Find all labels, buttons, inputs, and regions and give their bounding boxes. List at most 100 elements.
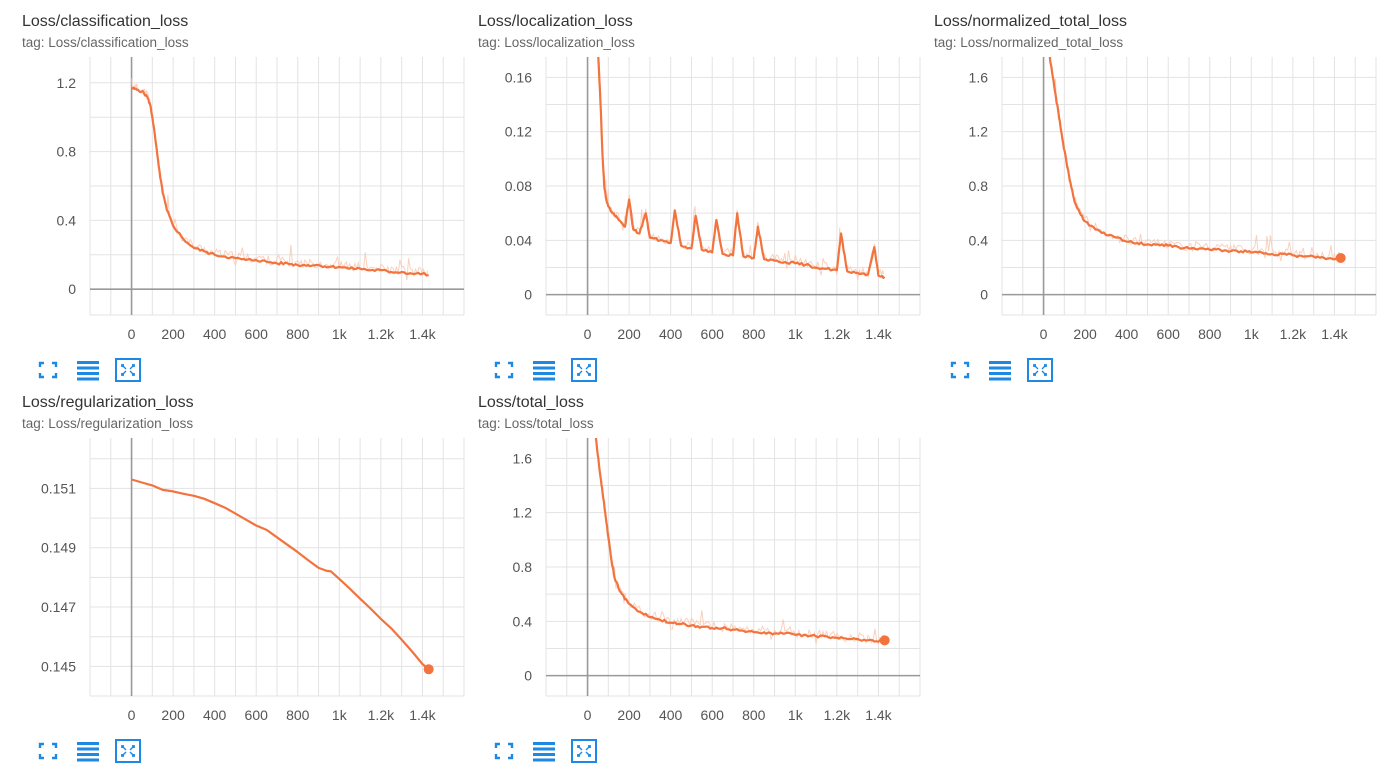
expand-icon[interactable] [946,357,974,383]
y-tick-label: 1.6 [513,450,533,466]
end-marker [424,664,434,674]
y-tick-label: 0.8 [513,559,533,575]
x-tick-label: 1k [788,707,804,723]
x-tick-label: 600 [1157,326,1181,342]
x-tick-label: 1.2k [368,326,395,342]
y-tick-label: 0.4 [513,613,533,629]
x-tick-label: 400 [203,707,227,723]
chart-card-normalized-total-loss: Loss/normalized_total_loss tag: Loss/nor… [934,13,1384,393]
chart-tag: tag: Loss/classification_loss [22,35,189,50]
x-tick-label: 400 [203,326,227,342]
fit-glyph [1026,357,1054,383]
list-glyph [986,357,1014,383]
raw-series-line [1050,50,1340,262]
fit-domain-icon[interactable] [1026,357,1054,383]
x-tick-label: 1.4k [409,707,436,723]
chart-title: Loss/regularization_loss [22,394,194,412]
y-tick-label: 0.147 [41,599,76,615]
list-glyph [74,357,102,383]
x-tick-label: 200 [1073,326,1097,342]
x-tick-label: 1.2k [824,707,851,723]
x-tick-label: 1.4k [865,707,892,723]
y-tick-label: 0.4 [57,212,77,228]
x-tick-label: 0 [1040,326,1048,342]
fit-domain-icon[interactable] [114,738,142,764]
fit-glyph [114,738,142,764]
list-icon[interactable] [74,357,102,383]
x-tick-label: 400 [659,326,683,342]
chart-title: Loss/classification_loss [22,13,188,31]
x-tick-label: 0 [584,707,592,723]
y-tick-label: 0.12 [505,124,532,140]
x-tick-label: 1.2k [368,707,395,723]
x-tick-label: 0 [128,707,136,723]
expand-glyph [34,738,62,764]
chart-tag: tag: Loss/total_loss [478,416,594,431]
x-tick-label: 800 [1198,326,1222,342]
list-icon[interactable] [986,357,1014,383]
chart-tag: tag: Loss/regularization_loss [22,416,193,431]
x-tick-label: 800 [742,707,766,723]
x-tick-label: 200 [161,326,185,342]
y-tick-label: 0 [524,668,532,684]
x-tick-label: 0 [584,326,592,342]
x-tick-label: 1k [788,326,804,342]
grid [1002,57,1376,315]
x-tick-label: 600 [245,707,269,723]
chart-title: Loss/normalized_total_loss [934,13,1127,31]
y-tick-label: 1.6 [969,69,989,85]
list-icon[interactable] [530,738,558,764]
series-line [132,88,429,276]
list-icon[interactable] [74,738,102,764]
x-tick-label: 400 [659,707,683,723]
series-line [1050,57,1341,259]
y-tick-label: 1.2 [513,505,533,521]
expand-icon[interactable] [34,357,62,383]
y-tick-label: 1.2 [969,124,989,140]
x-tick-label: 1k [332,707,348,723]
chart-card-localization-loss: Loss/localization_loss tag: Loss/localiz… [478,13,928,393]
expand-glyph [490,357,518,383]
y-tick-label: 0.8 [969,178,989,194]
x-tick-label: 1.2k [824,326,851,342]
x-tick-label: 1.4k [1321,326,1348,342]
y-tick-label: 1.2 [57,75,77,91]
list-glyph [530,357,558,383]
expand-icon[interactable] [34,738,62,764]
y-tick-label: 0 [68,281,76,297]
chart-title: Loss/localization_loss [478,13,633,31]
fit-glyph [570,357,598,383]
grid [90,438,464,696]
y-tick-label: 0.4 [969,232,989,248]
x-tick-label: 800 [286,326,310,342]
expand-glyph [490,738,518,764]
x-tick-label: 1k [1244,326,1260,342]
chart-card-classification-loss: Loss/classification_loss tag: Loss/class… [22,13,472,393]
fit-glyph [570,738,598,764]
expand-glyph [34,357,62,383]
expand-icon[interactable] [490,357,518,383]
y-tick-label: 0.16 [505,69,532,85]
x-tick-label: 800 [742,326,766,342]
chart-tag: tag: Loss/localization_loss [478,35,635,50]
series-line [598,50,885,278]
fit-domain-icon[interactable] [570,738,598,764]
chart-tag: tag: Loss/normalized_total_loss [934,35,1123,50]
grid [546,57,920,315]
x-tick-label: 1k [332,326,348,342]
expand-icon[interactable] [490,738,518,764]
fit-domain-icon[interactable] [570,357,598,383]
fit-domain-icon[interactable] [114,357,142,383]
end-marker [880,635,890,645]
list-icon[interactable] [530,357,558,383]
y-tick-label: 0.8 [57,144,77,160]
fit-glyph [114,357,142,383]
x-tick-label: 800 [286,707,310,723]
expand-glyph [946,357,974,383]
